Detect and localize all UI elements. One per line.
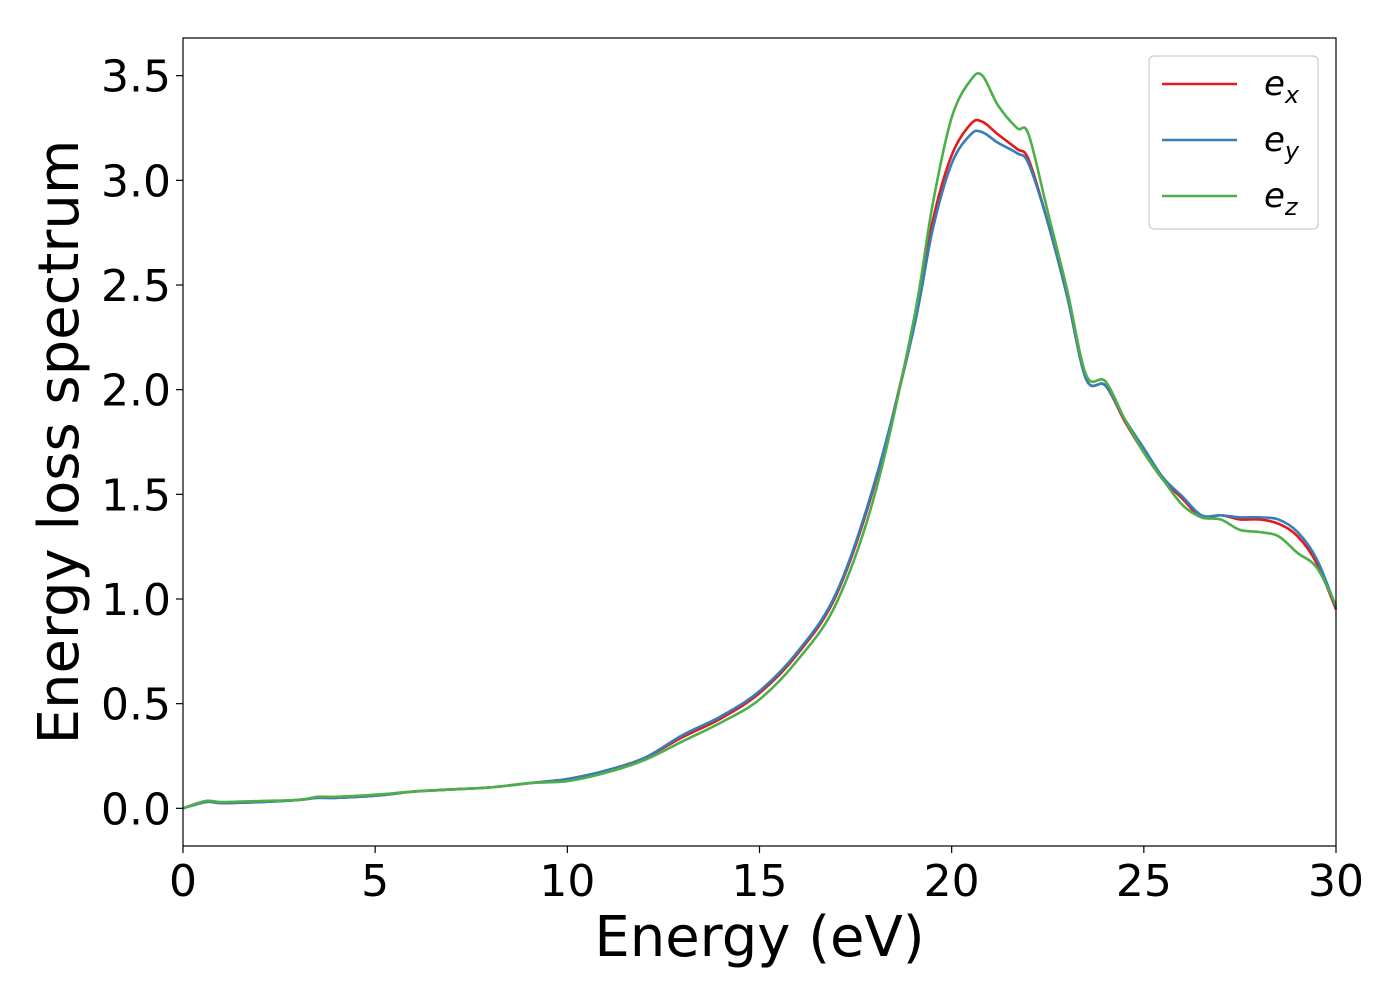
legend-label-ex: ex <box>1264 64 1300 109</box>
y-tick-label: 1.5 <box>101 470 171 521</box>
y-tick-label: 3.5 <box>101 52 171 103</box>
y-axis-label: Energy loss spectrum <box>27 140 92 745</box>
legend-label-ez: ez <box>1264 176 1299 221</box>
y-axis-ticks: 0.0 0.5 1.0 1.5 2.0 2.5 3.0 3.5 <box>101 52 183 835</box>
x-axis-ticks: 0 5 10 15 20 25 30 <box>169 846 1364 907</box>
x-tick-label: 10 <box>539 856 595 907</box>
legend-box <box>1148 55 1319 230</box>
legend-label-main: e <box>1264 176 1285 216</box>
series-line-ez <box>182 72 1338 810</box>
y-tick-label: 2.5 <box>101 261 171 312</box>
x-tick-label: 0 <box>169 856 197 907</box>
legend-label-subscript: y <box>1284 137 1300 165</box>
y-tick-label: 2.0 <box>101 366 171 417</box>
legend-label-subscript: x <box>1284 81 1300 109</box>
legend-label-main: e <box>1264 64 1285 104</box>
x-tick-label: 15 <box>732 856 788 907</box>
x-tick-label: 30 <box>1308 856 1364 907</box>
x-axis-label: Energy (eV) <box>594 905 924 970</box>
y-tick-label: 0.5 <box>101 680 171 731</box>
x-tick-label: 20 <box>924 856 980 907</box>
y-tick-label: 0.0 <box>101 784 171 835</box>
x-tick-label: 5 <box>361 856 389 907</box>
y-tick-label: 1.0 <box>101 575 171 626</box>
y-tick-label: 3.0 <box>101 156 171 207</box>
x-tick-label: 25 <box>1116 856 1172 907</box>
series-layer <box>182 72 1338 810</box>
legend-label-ey: ey <box>1264 120 1300 165</box>
legend-label-main: e <box>1264 120 1285 160</box>
legend-label-subscript: z <box>1284 193 1299 221</box>
